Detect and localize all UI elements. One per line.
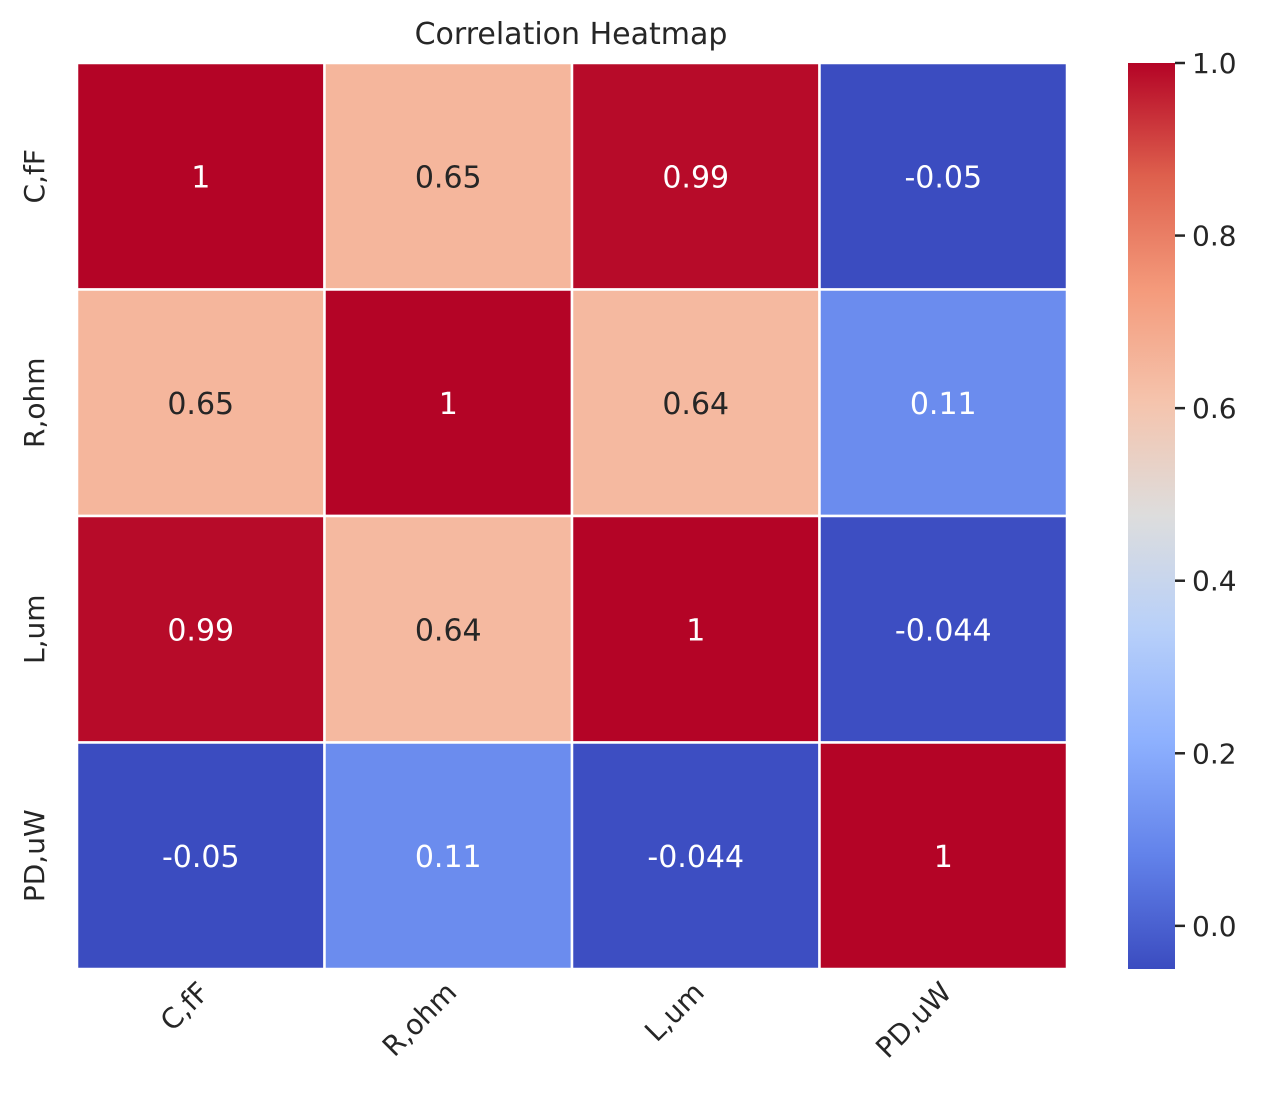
heatmap-cell-label-r0-c1: 0.65 — [415, 160, 482, 195]
heatmap-cell-r0-c0 — [75, 61, 326, 291]
heatmap-cell-r2-c3 — [818, 514, 1069, 744]
heatmap-cells — [75, 61, 1069, 971]
colorbar-tick-label-0: 0.0 — [1192, 910, 1237, 943]
y-tick-label-3: PD,uW — [18, 809, 51, 902]
heatmap-cell-label-r3-c0: -0.05 — [162, 840, 240, 875]
colorbar-tick-label-5: 1.0 — [1192, 47, 1237, 80]
colorbar: 0.0 0.2 0.4 0.6 0.8 1.0 — [1128, 47, 1237, 969]
heatmap-cell-r2-c1 — [323, 514, 574, 744]
heatmap-cell-r0-c1 — [323, 61, 574, 291]
heatmap-cell-r3-c2 — [570, 741, 821, 971]
heatmap-cell-label-r1-c2: 0.64 — [662, 387, 729, 422]
heatmap-cell-label-r2-c2: 1 — [686, 613, 705, 648]
heatmap-cell-label-r1-c3: 0.11 — [910, 387, 977, 422]
heatmap-cell-r1-c0 — [75, 288, 326, 518]
chart-title: Correlation Heatmap — [415, 17, 728, 52]
heatmap-cell-r3-c0 — [75, 741, 326, 971]
heatmap-cell-label-r3-c2: -0.044 — [647, 840, 744, 875]
heatmap-cell-label-r3-c1: 0.11 — [415, 840, 482, 875]
y-tick-label-2: L,um — [18, 594, 51, 664]
heatmap-cell-label-r1-c1: 1 — [439, 387, 458, 422]
x-tick-label-2: L,um — [638, 976, 711, 1049]
heatmap-cell-label-r2-c1: 0.64 — [415, 613, 482, 648]
x-tick-label-1: R,ohm — [376, 976, 463, 1063]
colorbar-tick-label-1: 0.2 — [1192, 737, 1237, 770]
heatmap-cell-r3-c1 — [323, 741, 574, 971]
colorbar-gradient — [1128, 63, 1175, 969]
heatmap-cell-r3-c3 — [818, 741, 1069, 971]
heatmap-cell-label-r1-c0: 0.65 — [167, 387, 234, 422]
heatmap-cell-r1-c1 — [323, 288, 574, 518]
x-tick-label-0: C,fF — [154, 976, 216, 1038]
colorbar-tick-label-2: 0.4 — [1192, 565, 1237, 598]
heatmap-cell-labels: 1 0.65 0.99 -0.05 0.65 1 0.64 0.11 0.99 0.64 1 -0.0… — [162, 160, 992, 875]
colorbar-tick-label-3: 0.6 — [1192, 392, 1237, 425]
x-axis-tick-labels: C,fF R,ohm L,um PD,uW — [154, 976, 958, 1065]
x-tick-label-3: PD,uW — [869, 976, 958, 1065]
heatmap-cell-r0-c3 — [818, 61, 1069, 291]
heatmap-cell-label-r0-c0: 1 — [191, 160, 210, 195]
heatmap-cell-r1-c3 — [818, 288, 1069, 518]
y-tick-label-0: C,fF — [18, 149, 51, 203]
heatmap-cell-label-r2-c3: -0.044 — [895, 613, 992, 648]
y-axis-tick-labels: C,fF R,ohm L,um PD,uW — [18, 149, 51, 902]
heatmap-cell-label-r0-c3: -0.05 — [904, 160, 982, 195]
heatmap-cell-r0-c2 — [570, 61, 821, 291]
heatmap-cell-label-r2-c0: 0.99 — [167, 613, 234, 648]
heatmap-cell-label-r0-c2: 0.99 — [662, 160, 729, 195]
colorbar-tick-label-4: 0.8 — [1192, 220, 1237, 253]
heatmap-cell-label-r3-c3: 1 — [934, 840, 953, 875]
y-tick-label-1: R,ohm — [18, 357, 51, 448]
